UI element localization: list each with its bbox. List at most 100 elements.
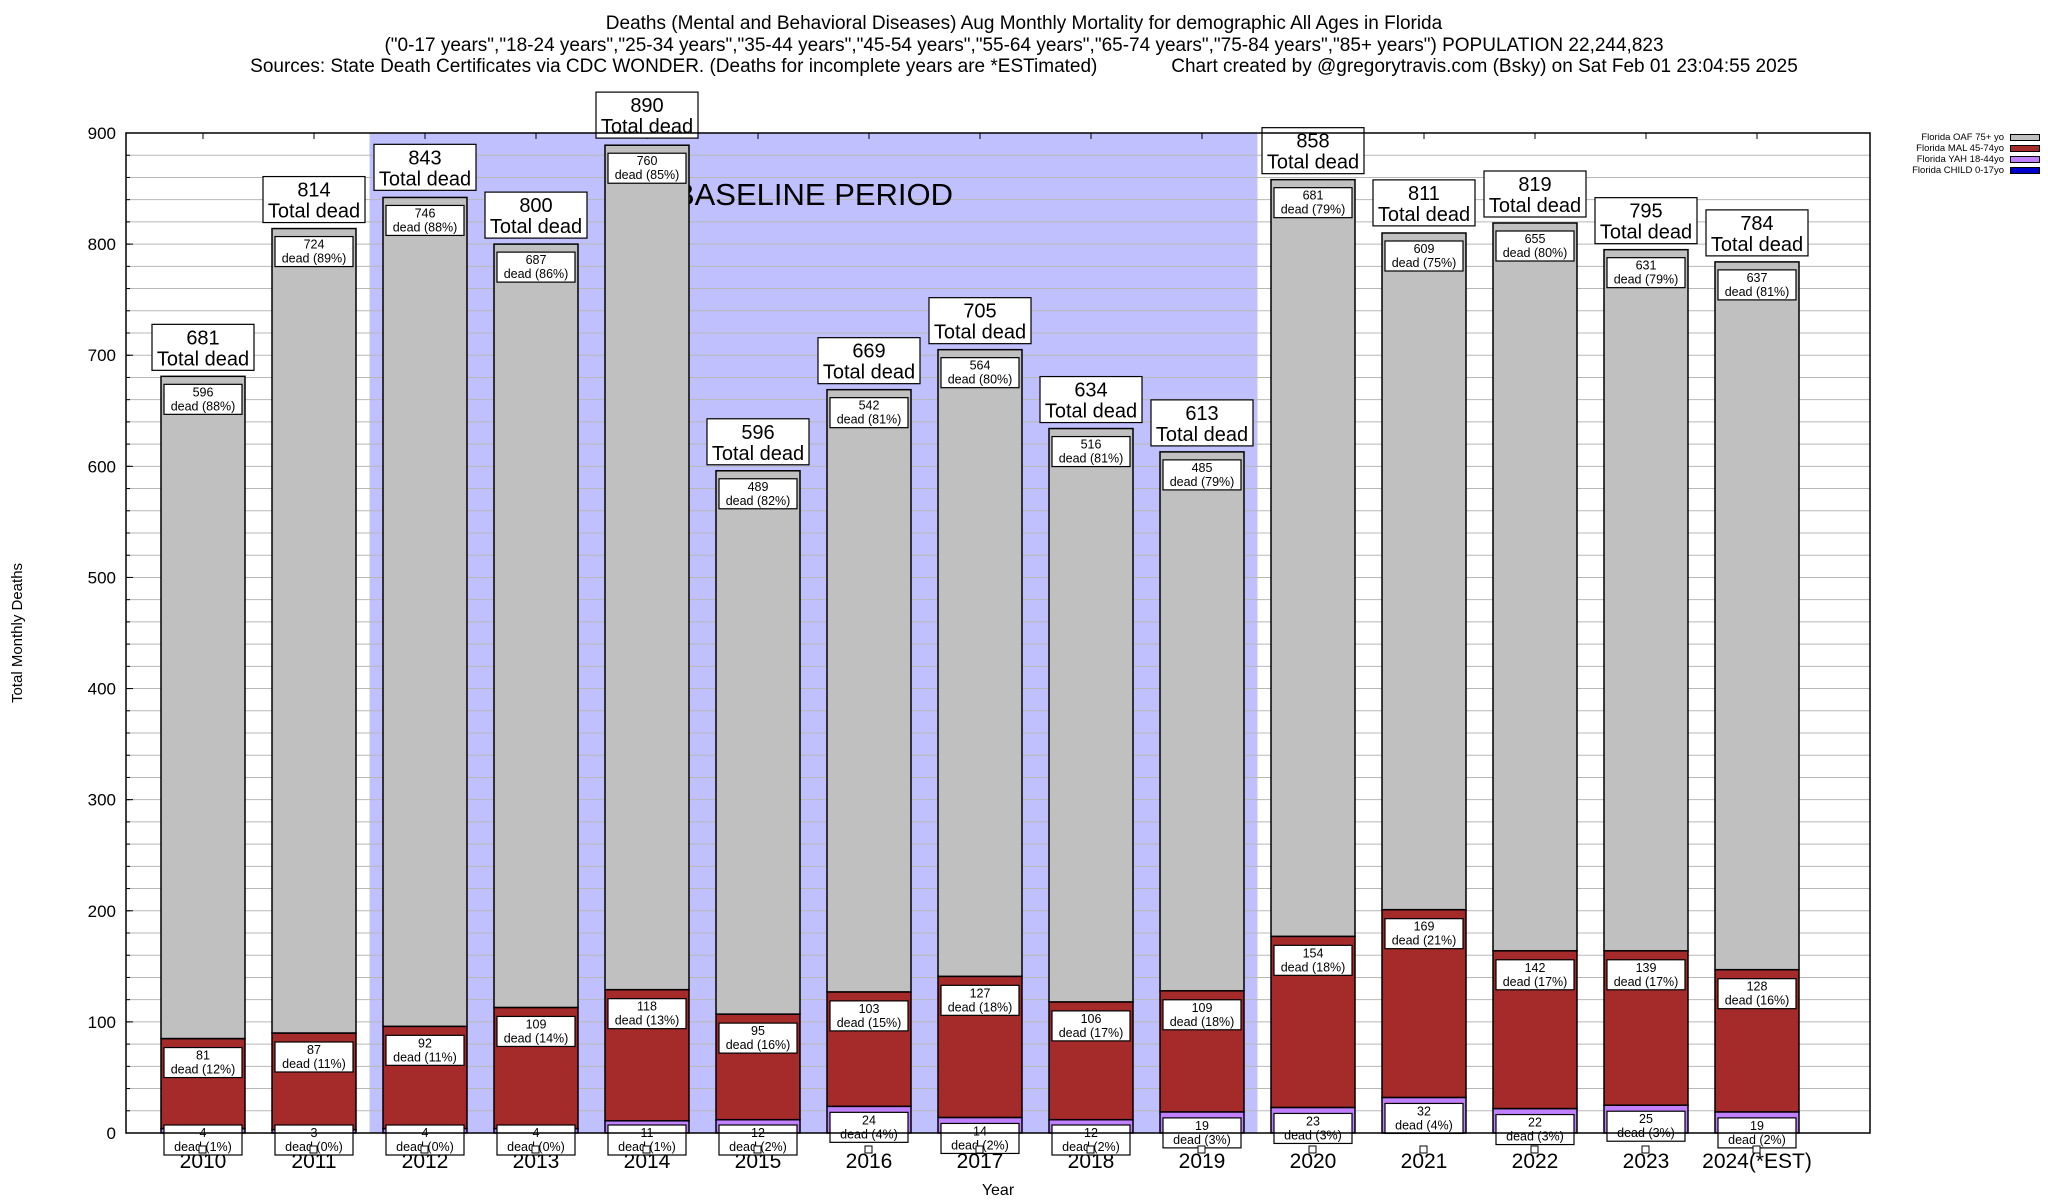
oaf-label-box xyxy=(163,383,243,415)
bar-segment-florida-oaf-75-yo xyxy=(715,470,801,1015)
x-tick-label: 2021 xyxy=(1401,1150,1448,1173)
legend-label: Florida OAF 75+ yo xyxy=(1921,132,2004,143)
x-tick-label: 2023 xyxy=(1623,1150,1670,1173)
oaf-label-box xyxy=(607,152,687,184)
mal-label-box xyxy=(385,1034,465,1066)
y-tick-label: 300 xyxy=(88,791,116,810)
total-label-value: 669 xyxy=(852,341,885,363)
total-label-suffix: Total dead xyxy=(1489,195,1581,217)
y-tick-label: 900 xyxy=(88,124,116,143)
mal-label-box xyxy=(829,1000,909,1032)
oaf-label-percent: dead (88%) xyxy=(171,399,236,413)
mal-label-box xyxy=(607,998,687,1030)
x-tick-label: 2019 xyxy=(1179,1150,1226,1173)
legend: Florida OAF 75+ yo Florida MAL 45-74yo Flo… xyxy=(1912,132,2040,176)
total-label-box xyxy=(1261,127,1365,175)
oaf-label-percent: dead (80%) xyxy=(948,373,1013,387)
total-label-value: 705 xyxy=(963,301,996,323)
x-tick-label: 2013 xyxy=(513,1150,560,1173)
yah-label-value: 32 xyxy=(1417,1104,1431,1118)
oaf-label-percent: dead (79%) xyxy=(1281,203,1346,217)
bar-segment-florida-oaf-75-yo xyxy=(160,375,246,1040)
x-tick-label: 2014 xyxy=(624,1150,671,1173)
total-label-box xyxy=(1483,170,1587,218)
mal-label-box xyxy=(940,984,1020,1016)
oaf-label-value: 609 xyxy=(1414,242,1435,256)
total-label-box xyxy=(595,91,699,139)
bar-segment-florida-oaf-75-yo xyxy=(604,144,690,991)
oaf-label-percent: dead (89%) xyxy=(282,252,347,266)
mal-label-box xyxy=(1495,959,1575,991)
x-tick-label: 2022 xyxy=(1512,1150,1559,1173)
x-tick-label: 2015 xyxy=(735,1150,782,1173)
mal-label-value: 169 xyxy=(1414,920,1435,934)
child-marker xyxy=(198,1145,207,1154)
total-label-value: 890 xyxy=(630,95,663,117)
legend-label: Florida CHILD 0-17yo xyxy=(1912,165,2004,176)
oaf-label-box xyxy=(1606,257,1686,289)
mal-label-value: 127 xyxy=(970,986,991,1000)
mal-label-value: 109 xyxy=(526,1017,547,1031)
total-label-box xyxy=(1039,375,1143,424)
total-label-box xyxy=(151,323,255,371)
yah-label-box xyxy=(496,1124,576,1156)
mal-label-percent: dead (11%) xyxy=(282,1057,346,1071)
oaf-label-percent: dead (81%) xyxy=(1059,452,1124,466)
mal-label-value: 81 xyxy=(196,1049,210,1063)
yah-label-percent: dead (4%) xyxy=(840,1127,898,1141)
total-label-box xyxy=(817,337,921,385)
x-tick-label: 2024(*EST) xyxy=(1702,1150,1812,1173)
total-label-value: 858 xyxy=(1296,131,1329,153)
oaf-label-percent: dead (82%) xyxy=(726,494,791,508)
child-marker xyxy=(642,1145,651,1154)
total-label-value: 811 xyxy=(1408,183,1440,205)
oaf-label-value: 746 xyxy=(415,206,436,220)
legend-label: Florida YAH 18-44yo xyxy=(1916,154,2004,165)
y-tick-label: 700 xyxy=(88,346,116,365)
legend-item: Florida CHILD 0-17yo xyxy=(1912,165,2040,176)
mal-label-value: 109 xyxy=(1192,1001,1213,1015)
total-label-value: 634 xyxy=(1074,380,1107,402)
mal-label-box xyxy=(496,1015,576,1048)
legend-label: Florida MAL 45-74yo xyxy=(1916,143,2004,154)
oaf-label-value: 637 xyxy=(1747,271,1768,285)
mal-label-value: 142 xyxy=(1525,961,1546,975)
yah-label-percent: dead (2%) xyxy=(1728,1133,1786,1147)
total-label-suffix: Total dead xyxy=(1378,204,1470,226)
oaf-label-box xyxy=(1717,269,1797,301)
oaf-label-box xyxy=(1273,187,1353,219)
mal-label-value: 154 xyxy=(1303,946,1324,960)
y-tick-label: 500 xyxy=(88,568,116,587)
bar-segment-florida-oaf-75-yo xyxy=(937,348,1023,978)
mal-label-percent: dead (17%) xyxy=(1503,975,1568,989)
legend-item: Florida OAF 75+ yo xyxy=(1912,132,2040,143)
oaf-label-box xyxy=(1495,230,1575,262)
yah-label-value: 23 xyxy=(1306,1114,1320,1128)
total-label-box xyxy=(1705,209,1809,257)
total-label-value: 814 xyxy=(297,180,330,202)
chart-title: Deaths (Mental and Behavioral Diseases) … xyxy=(605,13,1443,34)
total-label-suffix: Total dead xyxy=(1600,222,1692,244)
child-marker xyxy=(1752,1145,1761,1154)
x-tick-label: 2018 xyxy=(1068,1150,1115,1173)
y-axis-title: Total Monthly Deaths xyxy=(9,563,26,703)
mal-label-box xyxy=(1273,944,1353,976)
x-axis-title: Year xyxy=(982,1182,1015,1199)
total-label-suffix: Total dead xyxy=(490,216,582,238)
x-tick-label: 2017 xyxy=(957,1150,1004,1173)
oaf-label-value: 516 xyxy=(1081,438,1102,452)
child-marker xyxy=(1197,1145,1206,1154)
total-label-box xyxy=(1372,179,1476,227)
total-label-suffix: Total dead xyxy=(934,322,1026,344)
legend-swatch xyxy=(2010,134,2040,141)
child-marker xyxy=(753,1145,762,1154)
oaf-label-percent: dead (81%) xyxy=(1725,285,1790,299)
child-marker xyxy=(420,1145,429,1154)
total-label-value: 800 xyxy=(519,195,552,217)
oaf-label-value: 687 xyxy=(526,253,547,267)
total-label-suffix: Total dead xyxy=(601,116,693,138)
bar-segment-florida-oaf-75-yo xyxy=(1270,178,1356,938)
mal-label-box xyxy=(1051,1010,1131,1042)
oaf-label-value: 596 xyxy=(193,385,214,399)
mal-label-box xyxy=(1162,999,1242,1031)
